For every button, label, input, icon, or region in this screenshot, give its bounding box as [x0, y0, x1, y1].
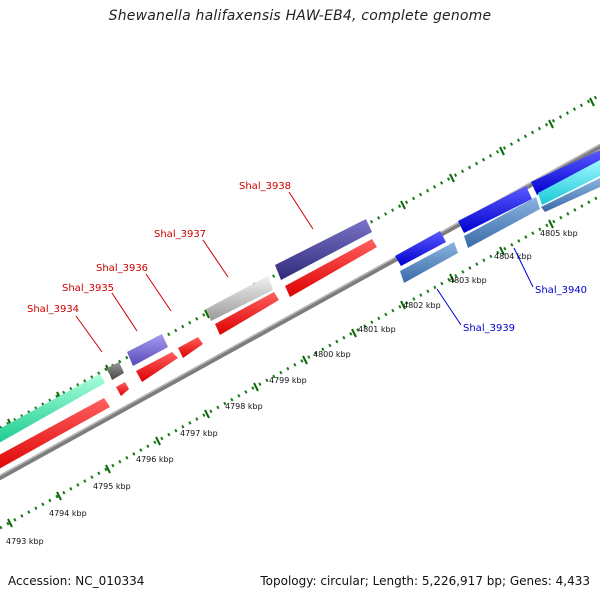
gene-feature-steel[interactable] [541, 178, 600, 212]
genome-backbone [0, 143, 600, 481]
scale-tick-line [0, 194, 600, 530]
cds-feature[interactable] [116, 382, 129, 396]
scale-label: 4799 kbp [269, 376, 307, 385]
scale-label: 4796 kbp [136, 455, 174, 464]
cds-feature[interactable] [178, 337, 203, 358]
scale-label: 4797 kbp [180, 429, 218, 438]
scale-label: 4803 kbp [449, 276, 487, 285]
genome-summary-text: Topology: circular; Length: 5,226,917 bp… [260, 574, 590, 588]
gene-label-shal-3934[interactable]: Shal_3934 [27, 304, 79, 315]
gene-feature-blue[interactable] [531, 150, 600, 195]
gene-feature-shal-3935[interactable] [127, 334, 168, 366]
scale-label: 4800 kbp [313, 350, 351, 359]
reverse-steel-row [400, 160, 600, 283]
scale-label: 4794 kbp [49, 509, 87, 518]
gene-feature-shal-3939[interactable] [400, 242, 458, 283]
scale-label: 4805 kbp [540, 229, 578, 238]
accession-text: Accession: NC_010334 [8, 574, 145, 588]
gene-label-shal-3935[interactable]: Shal_3935 [62, 283, 114, 294]
gene-label-shal-3939[interactable]: Shal_3939 [463, 323, 515, 334]
gene-feature-blue[interactable] [458, 186, 532, 233]
gene-label-shal-3940[interactable]: Shal_3940 [535, 285, 587, 296]
cds-feature[interactable] [0, 398, 110, 474]
forward-gene-row [0, 219, 372, 448]
gene-feature-blue[interactable] [395, 231, 446, 266]
gene-feature-shal-3940[interactable] [464, 197, 540, 248]
scale-label: 4801 kbp [358, 325, 396, 334]
callout-labels: Shal_3934 Shal_3935 Shal_3936 Shal_3937 … [27, 181, 587, 334]
gene-label-shal-3936[interactable]: Shal_3936 [96, 263, 148, 274]
cds-feature[interactable] [136, 352, 178, 382]
gene-feature-shal-3938[interactable] [275, 219, 372, 280]
gene-feature-green[interactable] [0, 374, 105, 448]
gene-feature-cyan[interactable] [538, 160, 600, 205]
gene-feature-shal-3934[interactable] [107, 362, 124, 380]
scale-label: 4802 kbp [403, 301, 441, 310]
callout-lines [75, 191, 534, 353]
cds-feature[interactable] [285, 239, 377, 297]
scale-label: 4804 kbp [494, 252, 532, 261]
gene-label-shal-3938[interactable]: Shal_3938 [239, 181, 291, 192]
scale-label: 4795 kbp [93, 482, 131, 491]
forward-cds-row [0, 239, 377, 474]
map-title: Shewanella halifaxensis HAW-EB4, complet… [108, 8, 492, 24]
reverse-blue-row [395, 150, 600, 266]
gene-label-shal-3937[interactable]: Shal_3937 [154, 229, 206, 240]
cds-feature[interactable] [215, 292, 279, 335]
scale-labels: 4793 kbp 4794 kbp 4795 kbp 4796 kbp 4797… [6, 229, 578, 546]
scale-label: 4798 kbp [225, 402, 263, 411]
gene-feature-shal-3937[interactable] [206, 276, 273, 321]
scale-label: 4793 kbp [6, 537, 44, 546]
scale-major-ticks [7, 219, 554, 528]
